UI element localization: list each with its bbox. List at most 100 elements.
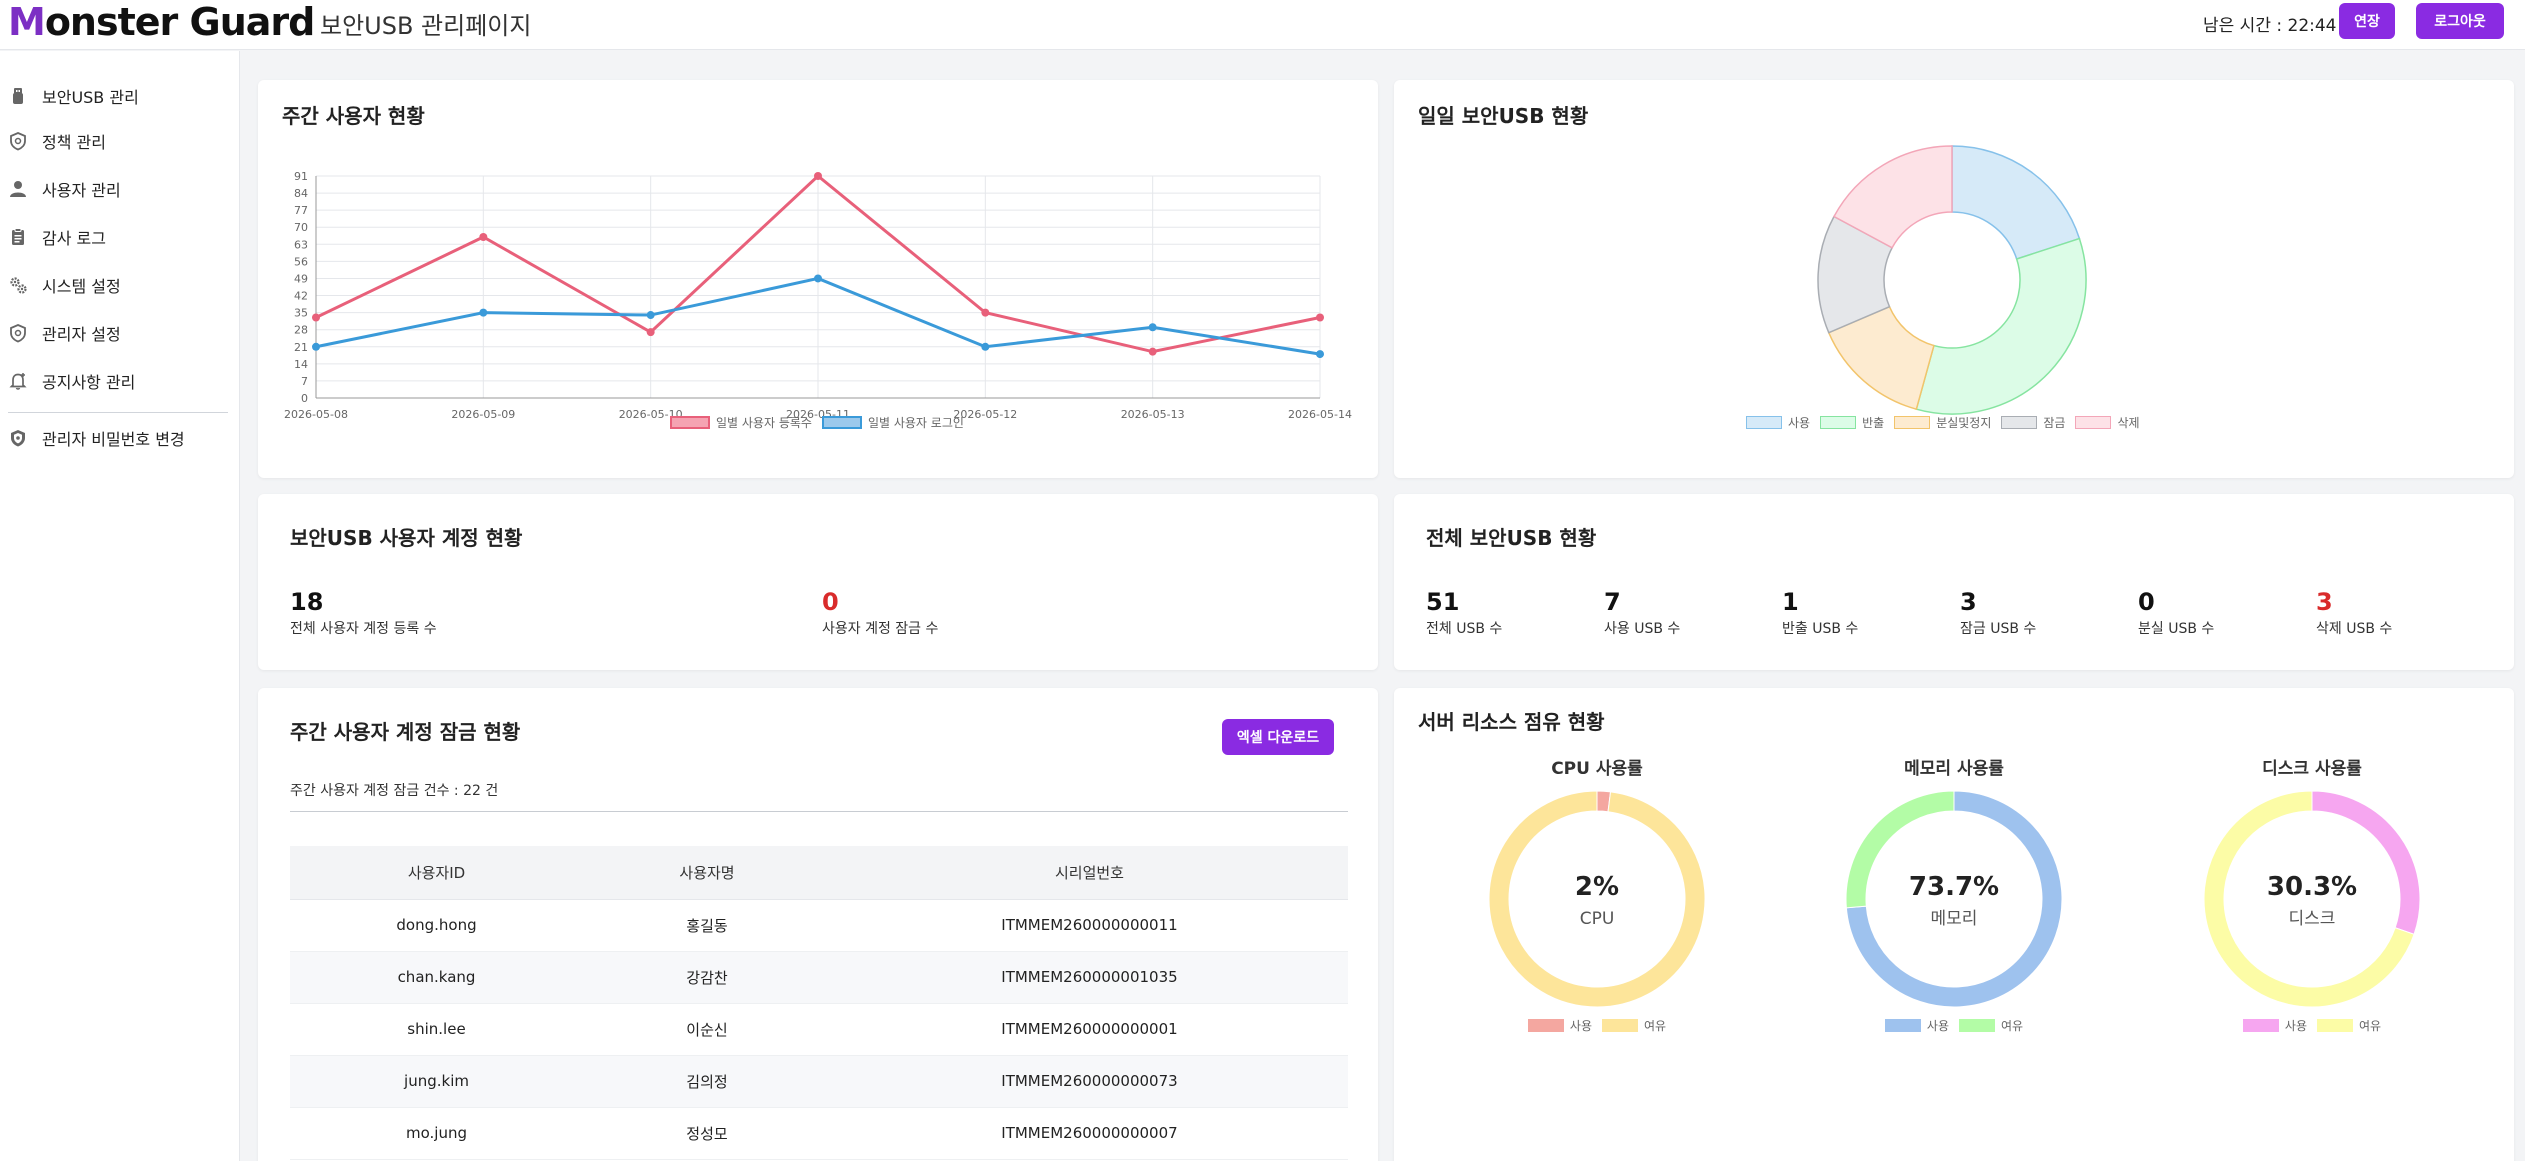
legend-item[interactable]: 사용: [1527, 1017, 1592, 1034]
sidebar: 보안USB 관리 정책 관리 사용자 관리 감사 로그 시스템 설정 관리자 설…: [0, 51, 240, 1161]
y-tick-label: 21: [294, 341, 308, 354]
logout-button[interactable]: 로그아웃: [2416, 3, 2504, 39]
cpu-usage-chart: 2% CPU: [1488, 790, 1706, 1008]
sidebar-item-label: 감사 로그: [42, 229, 106, 248]
legend-swatch: [1884, 1019, 1921, 1032]
x-tick-label: 2026-05-08: [284, 408, 348, 421]
legend-item[interactable]: 사용: [1884, 1017, 1949, 1034]
pie-slice[interactable]: [1951, 145, 2081, 260]
legend-item[interactable]: 반출: [1820, 414, 1884, 431]
data-point[interactable]: [1148, 323, 1157, 332]
legend-label: 사용: [1788, 416, 1811, 430]
legend-item[interactable]: 여유: [1602, 1017, 1666, 1034]
legend-label: 분실및정지: [1936, 416, 1992, 430]
legend-item[interactable]: 여유: [1959, 1017, 2023, 1034]
legend-item[interactable]: 잠금: [2001, 414, 2065, 431]
legend-swatch: [2075, 416, 2112, 429]
data-point[interactable]: [814, 172, 822, 180]
cell-serial: ITMMEM260000000001: [831, 1003, 1348, 1056]
extend-session-button[interactable]: 연장: [2339, 3, 2395, 39]
usb-totals-card: 전체 보안USB 현황 51 전체 USB 수 7 사용 USB 수 1 반출 …: [1394, 494, 2514, 670]
y-tick-label: 14: [294, 358, 308, 371]
table-row[interactable]: chan.kang 강감찬 ITMMEM260000001035: [290, 951, 1348, 1004]
table-row[interactable]: shin.lee 이순신 ITMMEM260000000001: [290, 1003, 1348, 1056]
legend-swatch: [2317, 1019, 2353, 1032]
usb-icon: [13, 88, 23, 104]
daily-usb-doughnut-chart: [1817, 145, 2087, 415]
y-tick-label: 28: [294, 324, 308, 337]
gauge-segment[interactable]: [2203, 790, 2415, 1008]
data-point[interactable]: [646, 311, 655, 320]
legend-item[interactable]: 사용: [1746, 414, 1810, 431]
stat-label: 분실 USB 수: [2138, 621, 2215, 637]
sidebar-item-system-settings[interactable]: 시스템 설정: [8, 270, 121, 300]
divider: [290, 811, 1348, 812]
legend-swatch: [1820, 416, 1857, 429]
y-tick-label: 77: [294, 204, 308, 217]
legend-item[interactable]: 일별 사용자 로그인: [821, 414, 964, 431]
gauge-segment[interactable]: [1488, 790, 1706, 1008]
cell-user-id: dong.hong: [290, 899, 583, 952]
cell-serial: ITMMEM260000000011: [831, 899, 1348, 952]
card-title: 보안USB 사용자 계정 현황: [290, 526, 523, 550]
legend-label: 여유: [2359, 1019, 2382, 1033]
data-point[interactable]: [312, 342, 320, 351]
y-tick-label: 7: [301, 375, 308, 388]
gauge-value: 30.3%: [2267, 872, 2357, 902]
data-point[interactable]: [479, 232, 488, 241]
data-point[interactable]: [646, 328, 655, 337]
legend-item[interactable]: 여유: [2317, 1017, 2381, 1034]
shield-check-icon: [11, 430, 25, 447]
shield-icon: [10, 132, 26, 151]
table-row[interactable]: dong.hong 홍길동 ITMMEM260000000011: [290, 899, 1348, 952]
sidebar-item-label: 시스템 설정: [42, 277, 121, 296]
account-status-card: 보안USB 사용자 계정 현황 18 전체 사용자 계정 등록 수 0 사용자 …: [258, 494, 1378, 670]
legend-item[interactable]: 사용: [2242, 1017, 2307, 1034]
excel-download-button[interactable]: 엑셀 다운로드: [1222, 719, 1334, 755]
legend-item[interactable]: 분실및정지: [1894, 414, 1991, 431]
logo[interactable]: Monster Guard: [8, 0, 315, 44]
shield-icon: [10, 324, 26, 343]
stat-label: 사용 USB 수: [1604, 621, 1681, 637]
sidebar-item-audit-log[interactable]: 감사 로그: [8, 222, 106, 252]
gauge-label: 메모리: [1931, 909, 1978, 929]
cell-user-name: 정성모: [583, 1107, 831, 1160]
stat-value: 3: [1960, 588, 1977, 616]
gauge-segment[interactable]: [1845, 790, 2063, 1008]
table-row[interactable]: jung.kim 김의정 ITMMEM260000000073: [290, 1055, 1348, 1108]
sidebar-item-usb-management[interactable]: 보안USB 관리: [8, 81, 139, 111]
user-icon: [10, 181, 26, 197]
y-tick-label: 63: [294, 238, 308, 251]
table-row[interactable]: mo.jung 정성모 ITMMEM260000000007: [290, 1107, 1348, 1160]
sidebar-item-label: 공지사항 관리: [42, 373, 136, 392]
line-chart-legend: 일별 사용자 등록수 일별 사용자 로그인: [670, 414, 964, 431]
legend-item[interactable]: 삭제: [2075, 414, 2140, 431]
data-point[interactable]: [814, 274, 822, 283]
legend-swatch: [1527, 1019, 1564, 1032]
data-point[interactable]: [981, 342, 990, 351]
data-point[interactable]: [1316, 313, 1324, 322]
memory-usage-chart: 73.7% 메모리: [1845, 790, 2063, 1008]
sidebar-item-change-admin-password[interactable]: 관리자 비밀번호 변경: [8, 423, 185, 453]
legend-label: 삭제: [2117, 416, 2140, 430]
data-point[interactable]: [1148, 347, 1157, 356]
data-point[interactable]: [1316, 350, 1324, 359]
sidebar-item-admin-settings[interactable]: 관리자 설정: [8, 318, 121, 348]
pie-slice[interactable]: [1915, 237, 2087, 415]
x-tick-label: 2026-05-12: [953, 408, 1017, 421]
data-point[interactable]: [479, 308, 488, 317]
data-point[interactable]: [981, 308, 990, 317]
sidebar-item-notices[interactable]: 공지사항 관리: [8, 366, 135, 396]
sidebar-item-users[interactable]: 사용자 관리: [8, 174, 121, 204]
sidebar-item-policy[interactable]: 정책 관리: [8, 126, 106, 156]
card-title: 주간 사용자 현황: [282, 104, 425, 128]
cell-user-name: 김의정: [583, 1055, 831, 1108]
gauge-segment[interactable]: [1845, 790, 1955, 909]
legend-item[interactable]: 일별 사용자 등록수: [670, 414, 812, 431]
pie-slice[interactable]: [1832, 145, 1953, 249]
doughnut-chart-legend: 사용 반출 분실및정지 잠금 삭제: [1746, 414, 2140, 431]
stat-lost-usb: 0 분실 USB 수: [2138, 588, 2214, 638]
legend-label: 사용: [2284, 1019, 2307, 1033]
data-point[interactable]: [312, 313, 320, 322]
legend-swatch: [2242, 1019, 2279, 1032]
